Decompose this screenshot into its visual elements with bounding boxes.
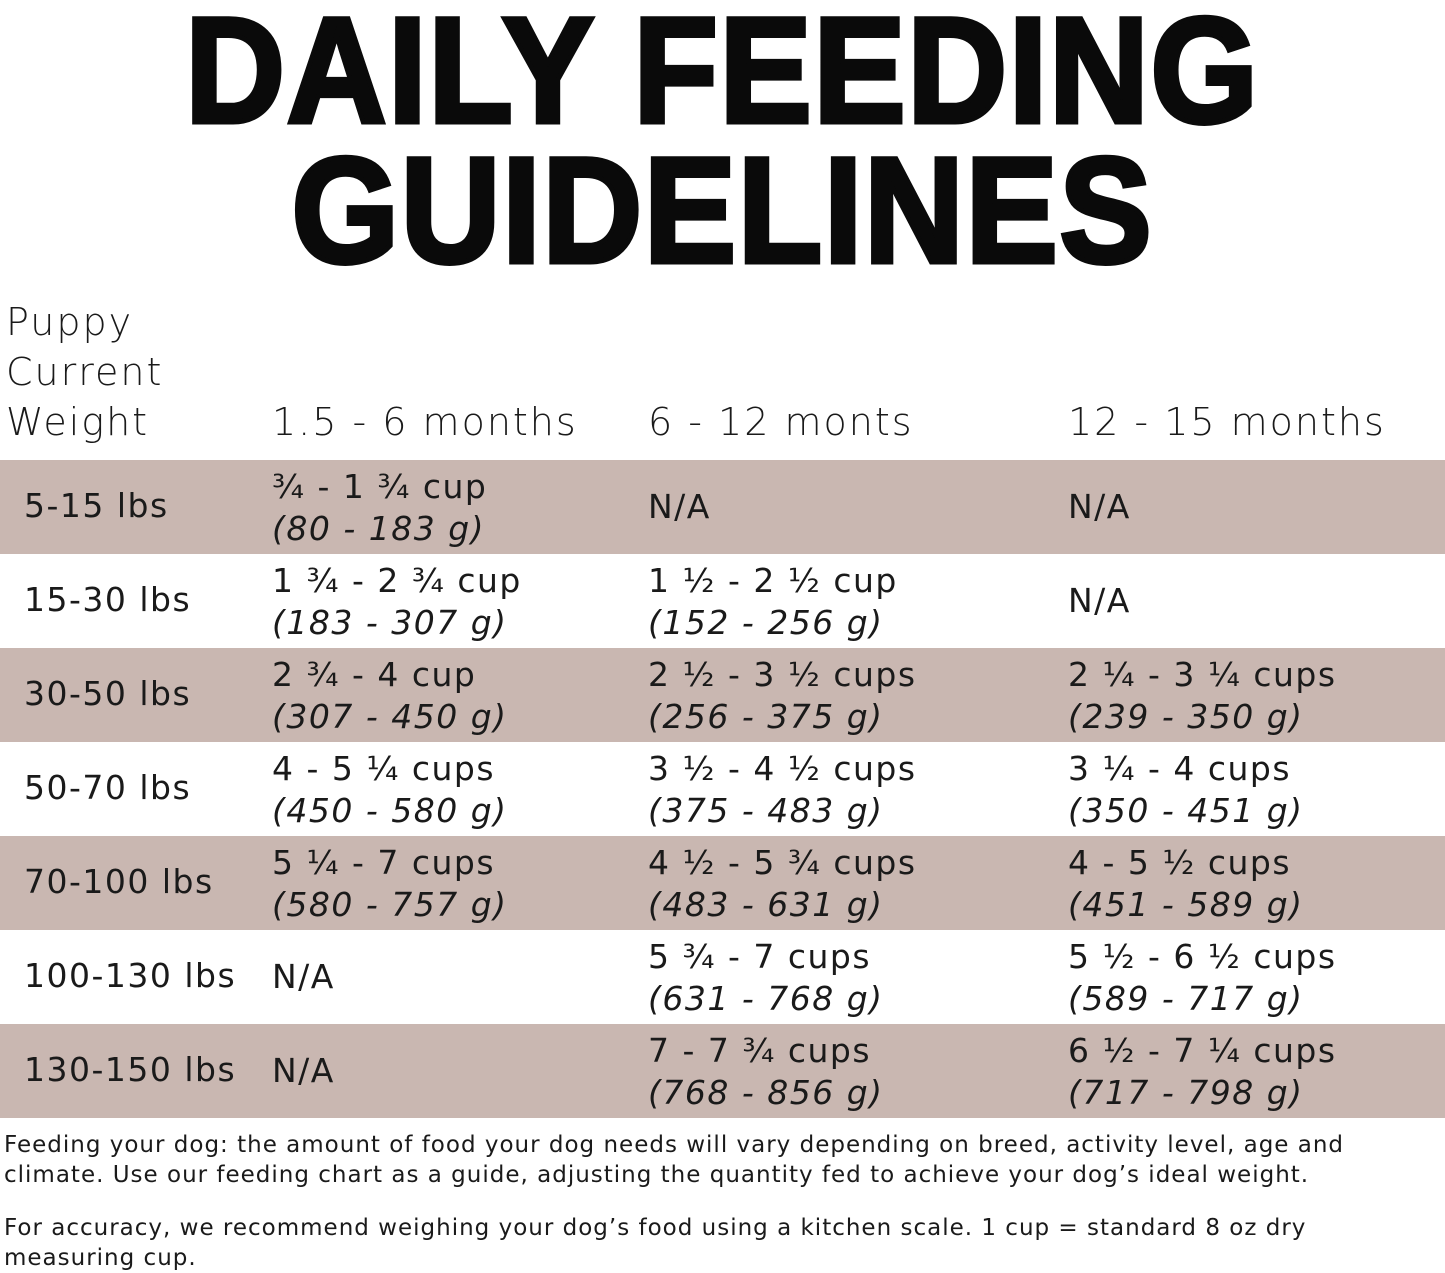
cups-amount: 5 ½ - 6 ½ cups: [1068, 937, 1337, 976]
column-header-1: 1.5 - 6 months: [272, 400, 578, 444]
title-line-2: GUIDELINES: [289, 126, 1154, 294]
table-cell: 4 - 5 ½ cups (451 - 589 g): [1068, 842, 1304, 926]
cups-amount: ¾ - 1 ¾ cup: [272, 467, 488, 506]
weight-label: 15-30 lbs: [24, 580, 192, 619]
cups-amount: 7 - 7 ¾ cups: [648, 1031, 872, 1070]
table-cell: 4 ½ - 5 ¾ cups (483 - 631 g): [648, 842, 917, 926]
weight-label: 130-150 lbs: [24, 1050, 237, 1089]
cups-amount: 1 ¾ - 2 ¾ cup: [272, 561, 522, 600]
cups-amount: N/A: [1068, 487, 1131, 526]
cups-amount: 2 ½ - 3 ½ cups: [648, 655, 917, 694]
grams-amount: (375 - 483 g): [648, 791, 884, 830]
table-cell: 3 ¼ - 4 cups (350 - 451 g): [1068, 748, 1304, 832]
weight-label: 30-50 lbs: [24, 674, 192, 713]
grams-amount: (239 - 350 g): [1068, 697, 1304, 736]
table-cell: N/A: [272, 956, 335, 998]
grams-amount: (256 - 375 g): [648, 697, 884, 736]
grams-amount: (80 - 183 g): [272, 509, 486, 548]
table-row: 50-70 lbs 4 - 5 ¼ cups (450 - 580 g) 3 ½ - …: [0, 742, 1445, 836]
cups-amount: N/A: [648, 487, 711, 526]
table-cell: 4 - 5 ¼ cups (450 - 580 g): [272, 748, 508, 832]
table-cell: N/A: [272, 1050, 335, 1092]
grams-amount: (183 - 307 g): [272, 603, 508, 642]
table-cell: ¾ - 1 ¾ cup (80 - 183 g): [272, 466, 487, 550]
grams-amount: (768 - 856 g): [648, 1073, 884, 1112]
cups-amount: 4 - 5 ½ cups: [1068, 843, 1292, 882]
column-header-2: 6 - 12 monts: [648, 400, 914, 444]
grams-amount: (350 - 451 g): [1068, 791, 1304, 830]
weight-label: 50-70 lbs: [24, 768, 192, 807]
table-cell: 2 ¼ - 3 ¼ cups (239 - 350 g): [1068, 654, 1337, 738]
table-row: 100-130 lbs N/A 5 ¾ - 7 cups (631 - 768 g) 5…: [0, 930, 1445, 1024]
table-cell: 6 ½ - 7 ¼ cups (717 - 798 g): [1068, 1030, 1337, 1114]
header-word: Puppy: [6, 300, 134, 344]
table-row: 15-30 lbs 1 ¾ - 2 ¾ cup (183 - 307 g) 1 ½ -…: [0, 554, 1445, 648]
cups-amount: 5 ¾ - 7 cups: [648, 937, 872, 976]
table-cell: 5 ½ - 6 ½ cups (589 - 717 g): [1068, 936, 1337, 1020]
table-row: 5-15 lbs ¾ - 1 ¾ cup (80 - 183 g) N/A N/A: [0, 460, 1445, 554]
grams-amount: (589 - 717 g): [1068, 979, 1304, 1018]
table-cell: N/A: [1068, 580, 1131, 622]
table-row: 30-50 lbs 2 ¾ - 4 cup (307 - 450 g) 2 ½ - 3…: [0, 648, 1445, 742]
cups-amount: 6 ½ - 7 ¼ cups: [1068, 1031, 1337, 1070]
table-cell: 1 ¾ - 2 ¾ cup (183 - 307 g): [272, 560, 522, 644]
weight-label: 5-15 lbs: [24, 486, 169, 525]
header-word: Current: [6, 350, 164, 394]
cups-amount: 4 ½ - 5 ¾ cups: [648, 843, 917, 882]
table-cell: N/A: [648, 486, 711, 528]
feeding-note: Feeding your dog: the amount of food you…: [4, 1132, 1345, 1188]
table-row: 130-150 lbs N/A 7 - 7 ¾ cups (768 - 856 g) 6…: [0, 1024, 1445, 1118]
cups-amount: N/A: [272, 1051, 335, 1090]
cups-amount: 4 - 5 ¼ cups: [272, 749, 496, 788]
table-cell: 3 ½ - 4 ½ cups (375 - 483 g): [648, 748, 917, 832]
weight-label: 70-100 lbs: [24, 862, 214, 901]
grams-amount: (450 - 580 g): [272, 791, 508, 830]
title-line-1: DAILY FEEDING: [183, 0, 1260, 154]
grams-amount: (717 - 798 g): [1068, 1073, 1304, 1112]
cups-amount: N/A: [1068, 581, 1131, 620]
cups-amount: 2 ¼ - 3 ¼ cups: [1068, 655, 1337, 694]
cups-amount: 2 ¾ - 4 cup: [272, 655, 477, 694]
table-cell: 7 - 7 ¾ cups (768 - 856 g): [648, 1030, 884, 1114]
table-cell: N/A: [1068, 486, 1131, 528]
grams-amount: (580 - 757 g): [272, 885, 508, 924]
header-word: Weight: [6, 400, 150, 444]
cups-amount: N/A: [272, 957, 335, 996]
table-cell: 1 ½ - 2 ½ cup (152 - 256 g): [648, 560, 898, 644]
grams-amount: (483 - 631 g): [648, 885, 884, 924]
table-cell: 2 ½ - 3 ½ cups (256 - 375 g): [648, 654, 917, 738]
accuracy-note: For accuracy, we recommend weighing your…: [4, 1215, 1307, 1271]
cups-amount: 5 ¼ - 7 cups: [272, 843, 496, 882]
grams-amount: (152 - 256 g): [648, 603, 884, 642]
table-cell: 5 ¼ - 7 cups (580 - 757 g): [272, 842, 508, 926]
column-header-3: 12 - 15 months: [1068, 400, 1386, 444]
grams-amount: (307 - 450 g): [272, 697, 508, 736]
table-cell: 2 ¾ - 4 cup (307 - 450 g): [272, 654, 508, 738]
table-row: 70-100 lbs 5 ¼ - 7 cups (580 - 757 g) 4 ½ -…: [0, 836, 1445, 930]
cups-amount: 3 ½ - 4 ½ cups: [648, 749, 917, 788]
grams-amount: (451 - 589 g): [1068, 885, 1304, 924]
weight-label: 100-130 lbs: [24, 956, 237, 995]
grams-amount: (631 - 768 g): [648, 979, 884, 1018]
cups-amount: 1 ½ - 2 ½ cup: [648, 561, 898, 600]
cups-amount: 3 ¼ - 4 cups: [1068, 749, 1292, 788]
weight-column-header: Puppy Current Weight: [6, 297, 163, 447]
table-cell: 5 ¾ - 7 cups (631 - 768 g): [648, 936, 884, 1020]
